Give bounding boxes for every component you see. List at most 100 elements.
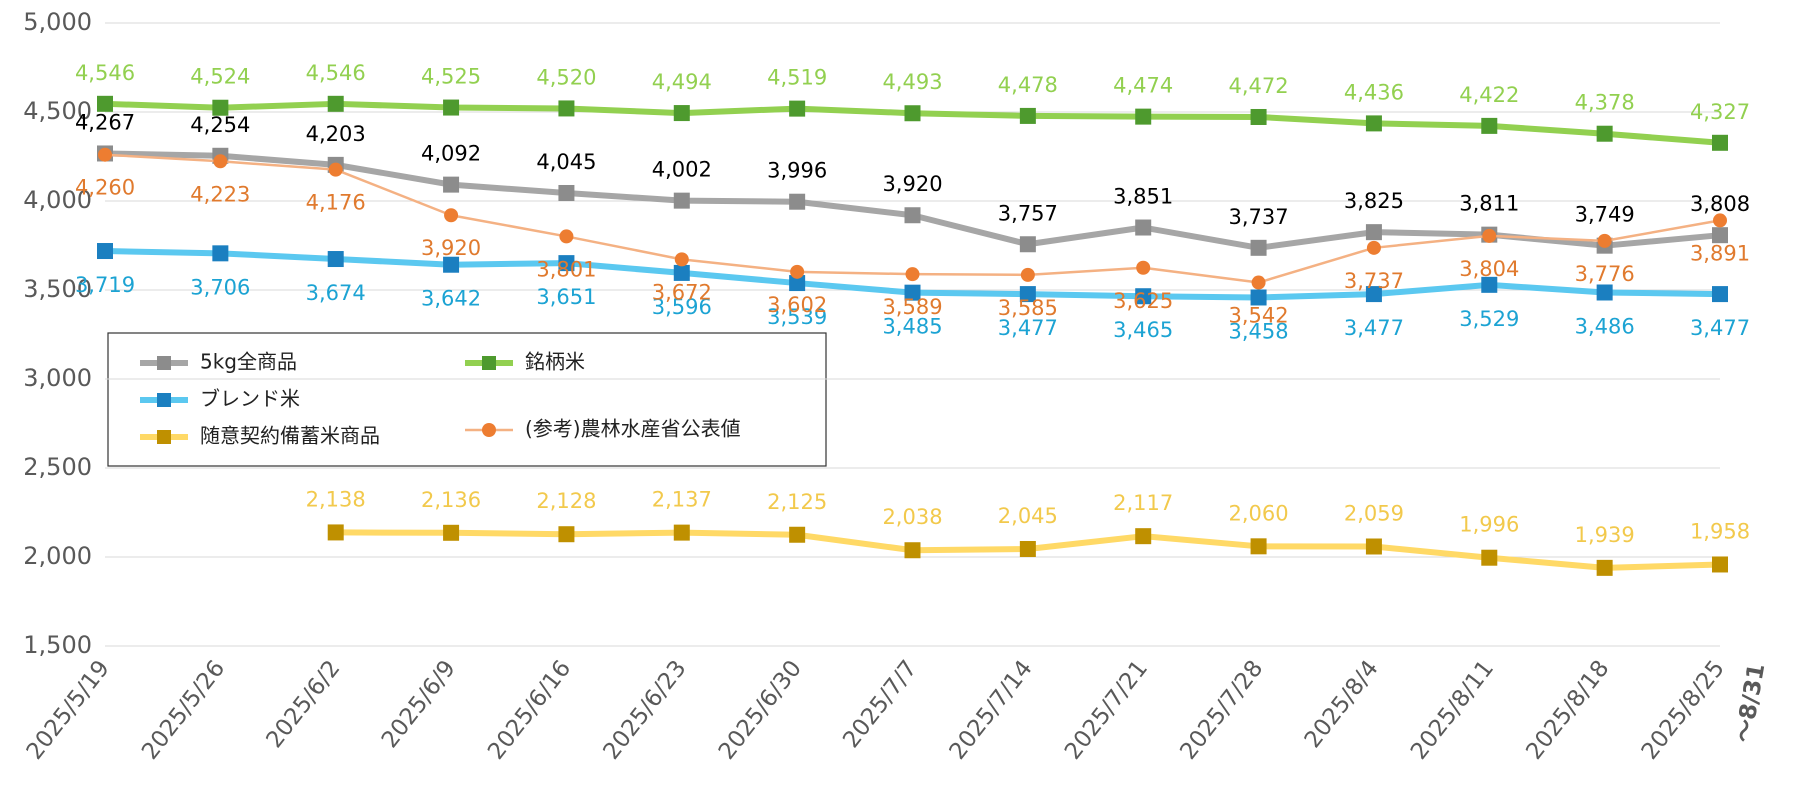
data-label: 3,485 xyxy=(882,315,942,339)
marker xyxy=(673,105,690,122)
data-label: 1,996 xyxy=(1459,513,1519,537)
legend-marker xyxy=(157,430,171,444)
data-label: 3,529 xyxy=(1459,307,1519,331)
data-label: 3,801 xyxy=(536,257,596,281)
y-tick-label: 3,500 xyxy=(23,275,92,303)
marker xyxy=(1250,289,1267,306)
x-tick-label: 2025/7/7 xyxy=(838,656,922,753)
data-label: 3,596 xyxy=(652,295,712,319)
data-label: 4,525 xyxy=(421,65,481,89)
data-label: 3,757 xyxy=(998,201,1058,225)
data-label: 4,474 xyxy=(1113,74,1173,98)
data-label: 3,642 xyxy=(421,287,481,311)
data-label: 4,092 xyxy=(421,142,481,166)
marker xyxy=(327,95,344,112)
data-label: 3,651 xyxy=(536,285,596,309)
marker xyxy=(790,264,805,279)
data-label: 3,477 xyxy=(1690,316,1750,340)
data-label: 4,494 xyxy=(652,70,712,94)
data-label: 2,060 xyxy=(1229,501,1289,525)
y-tick-label: 1,500 xyxy=(23,631,92,659)
marker xyxy=(558,526,575,543)
data-label: 4,472 xyxy=(1229,74,1289,98)
marker xyxy=(212,99,229,116)
data-label: 3,706 xyxy=(190,275,250,299)
marker xyxy=(558,255,575,272)
marker xyxy=(1136,260,1151,275)
marker xyxy=(673,524,690,541)
marker xyxy=(904,207,921,224)
data-label: 3,672 xyxy=(652,280,712,304)
legend-marker xyxy=(157,393,171,407)
data-label: 4,176 xyxy=(306,191,366,215)
data-label: 3,602 xyxy=(767,293,827,317)
data-label: 3,589 xyxy=(882,295,942,319)
marker xyxy=(1251,275,1266,290)
data-label: 3,749 xyxy=(1575,203,1635,227)
data-label: 4,519 xyxy=(767,66,827,90)
marker xyxy=(1250,538,1267,555)
data-label: 4,223 xyxy=(190,182,250,206)
data-label: 3,477 xyxy=(1344,316,1404,340)
marker xyxy=(444,208,459,223)
marker xyxy=(1250,108,1267,125)
x-tick-label: 2025/6/2 xyxy=(261,656,345,753)
marker xyxy=(789,100,806,117)
marker xyxy=(1712,227,1728,244)
data-label: 4,422 xyxy=(1459,83,1519,107)
marker xyxy=(1596,284,1613,301)
data-label: 4,327 xyxy=(1690,100,1750,124)
data-label: 3,719 xyxy=(75,273,135,297)
marker xyxy=(1365,286,1382,303)
data-label: 4,546 xyxy=(75,61,135,85)
marker xyxy=(1019,107,1036,124)
data-label: 3,808 xyxy=(1690,192,1750,216)
marker xyxy=(327,524,344,541)
data-label: 4,267 xyxy=(75,110,135,134)
x-tick-label: 2025/6/16 xyxy=(483,656,576,765)
y-tick-label: 2,000 xyxy=(23,542,92,570)
legend-label: 随意契約備蓄米商品 xyxy=(200,424,380,448)
data-label: 3,811 xyxy=(1459,192,1519,216)
x-tick-label: 2025/8/25 xyxy=(1637,656,1730,765)
data-label: 1,958 xyxy=(1690,519,1750,543)
marker xyxy=(904,105,921,122)
marker xyxy=(1019,286,1036,303)
data-label: 3,920 xyxy=(882,172,942,196)
marker xyxy=(1712,556,1728,573)
y-tick-label: 4,500 xyxy=(23,97,92,125)
legend-label: (参考)農林水産省公表値 xyxy=(525,417,741,441)
marker xyxy=(1597,233,1612,248)
x-tick-label: 2025/6/23 xyxy=(599,656,692,765)
y-tick-label: 4,000 xyxy=(23,186,92,214)
x-tick-label: 2025/7/14 xyxy=(945,656,1038,765)
data-label: 4,254 xyxy=(190,113,250,137)
marker xyxy=(443,256,460,273)
marker xyxy=(213,154,228,169)
marker xyxy=(1135,219,1152,236)
x-tick-label: 2025/6/9 xyxy=(377,656,461,753)
marker xyxy=(559,229,574,244)
x-tick-label: 2025/5/19 xyxy=(22,656,115,765)
data-label: 4,002 xyxy=(652,158,712,182)
marker xyxy=(212,245,229,262)
marker xyxy=(558,100,575,117)
marker xyxy=(98,147,112,162)
x-tick-label: 2025/6/30 xyxy=(714,656,807,765)
marker xyxy=(1713,213,1727,228)
data-label: 3,465 xyxy=(1113,318,1173,342)
marker xyxy=(673,264,690,281)
marker xyxy=(443,176,460,193)
marker xyxy=(97,95,113,112)
y-tick-label: 5,000 xyxy=(23,8,92,36)
data-label: 2,136 xyxy=(421,488,481,512)
legend-label: 5kg全商品 xyxy=(200,350,297,374)
marker xyxy=(1481,549,1498,566)
data-label: 4,524 xyxy=(190,65,250,89)
marker xyxy=(673,192,690,209)
legend-marker xyxy=(157,356,171,370)
legend-label: 銘柄米 xyxy=(525,350,585,374)
data-label: 4,520 xyxy=(536,65,596,89)
marker xyxy=(1366,240,1381,255)
